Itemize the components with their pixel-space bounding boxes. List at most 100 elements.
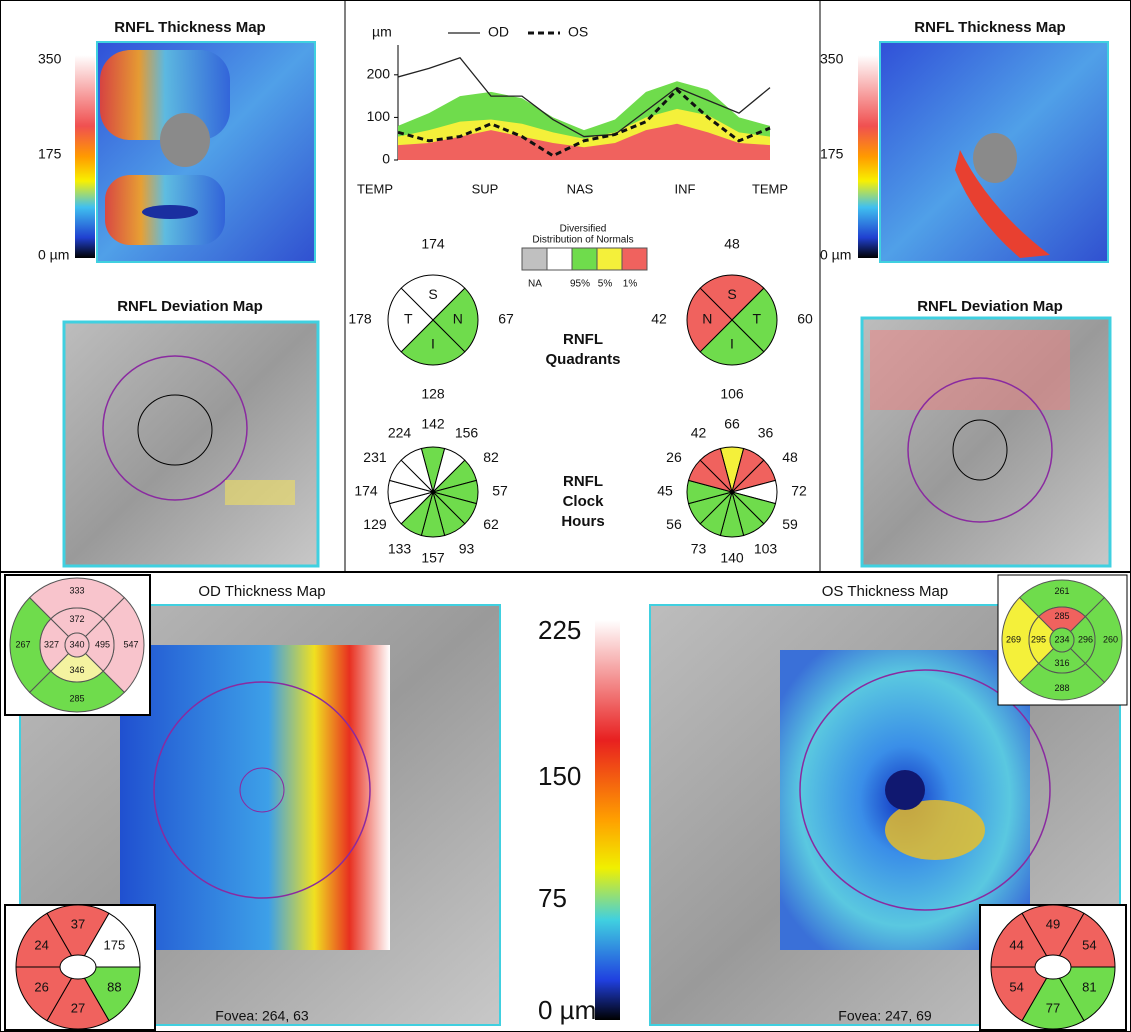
legend-title: Distribution of Normals bbox=[532, 235, 633, 246]
clock-value: 174 bbox=[354, 483, 378, 499]
panel-title: RNFL Deviation Map bbox=[117, 298, 263, 315]
grid-value: 316 bbox=[1054, 658, 1069, 668]
panel-title: OS Thickness Map bbox=[822, 583, 948, 600]
section-label: RNFL bbox=[563, 331, 603, 348]
legend-label: OD bbox=[488, 24, 509, 40]
legend-label: 1% bbox=[623, 279, 638, 290]
section-label: Hours bbox=[561, 513, 604, 530]
quadrant-letter: T bbox=[752, 311, 761, 327]
legend-box bbox=[522, 248, 547, 270]
quadrant-value: 128 bbox=[421, 386, 445, 402]
map-feature bbox=[142, 205, 198, 219]
grid-value: 346 bbox=[69, 665, 84, 675]
legend-box bbox=[572, 248, 597, 270]
color-scale bbox=[858, 55, 878, 258]
scale-label: 225 bbox=[538, 615, 581, 645]
sector-hole bbox=[60, 955, 96, 979]
quadrant-letter: I bbox=[431, 335, 435, 351]
sector-value: 175 bbox=[104, 937, 126, 952]
x-label: SUP bbox=[472, 181, 499, 196]
quadrant-value: 106 bbox=[720, 386, 744, 402]
legend-label: 5% bbox=[598, 279, 613, 290]
scale-label: 0 µm bbox=[820, 247, 851, 263]
grid-value: 333 bbox=[69, 585, 84, 595]
section-label: Clock bbox=[563, 493, 605, 510]
sector-value: 54 bbox=[1082, 937, 1096, 952]
legend-label: 95% bbox=[570, 279, 590, 290]
fovea-spot bbox=[885, 770, 925, 810]
scale-label: 175 bbox=[38, 146, 62, 162]
clock-value: 224 bbox=[388, 425, 412, 441]
quadrant-letter: I bbox=[730, 335, 734, 351]
y-tick-label: 100 bbox=[367, 108, 391, 124]
scale-label: 350 bbox=[38, 51, 62, 67]
grid-value: 234 bbox=[1054, 634, 1069, 644]
grid-value: 269 bbox=[1006, 634, 1021, 644]
legend-title: Diversified bbox=[560, 224, 607, 235]
deviation-map-image bbox=[64, 322, 318, 566]
grid-value: 547 bbox=[123, 639, 138, 649]
scale-label: 0 µm bbox=[538, 995, 596, 1025]
grid-value: 288 bbox=[1054, 683, 1069, 693]
grid-value: 261 bbox=[1054, 586, 1069, 596]
section-label: RNFL bbox=[563, 473, 603, 490]
sector-value: 81 bbox=[1082, 979, 1096, 994]
sector-value: 88 bbox=[107, 979, 121, 994]
legend-box bbox=[622, 248, 647, 270]
clock-value: 62 bbox=[483, 516, 499, 532]
clock-value: 140 bbox=[720, 550, 744, 566]
clock-value: 42 bbox=[691, 425, 707, 441]
scale-label: 0 µm bbox=[38, 247, 69, 263]
sector-value: 44 bbox=[1009, 937, 1023, 952]
fovea-label: Fovea: 264, 63 bbox=[215, 1008, 309, 1024]
quadrant-value: 178 bbox=[348, 311, 372, 327]
scale-label: 75 bbox=[538, 883, 567, 913]
optic-disc bbox=[160, 113, 210, 167]
legend-box bbox=[547, 248, 572, 270]
sector-value: 37 bbox=[71, 916, 85, 931]
unit-label: µm bbox=[372, 24, 392, 40]
quadrant-value: 67 bbox=[498, 311, 514, 327]
clock-value: 45 bbox=[657, 483, 673, 499]
clock-value: 129 bbox=[363, 516, 387, 532]
scale-label: 350 bbox=[820, 51, 844, 67]
clock-value: 72 bbox=[791, 483, 807, 499]
sector-value: 24 bbox=[34, 937, 48, 952]
sector-value: 49 bbox=[1046, 916, 1060, 931]
sector-value: 54 bbox=[1009, 979, 1023, 994]
clock-value: 26 bbox=[666, 449, 682, 465]
y-tick-label: 200 bbox=[367, 66, 391, 82]
clock-value: 93 bbox=[459, 541, 475, 557]
quadrant-letter: N bbox=[453, 311, 463, 327]
clock-value: 103 bbox=[754, 541, 778, 557]
grid-value: 372 bbox=[69, 614, 84, 624]
clock-value: 73 bbox=[691, 541, 707, 557]
quadrant-letter: S bbox=[428, 286, 437, 302]
grid-value: 327 bbox=[44, 639, 59, 649]
deviation-area bbox=[870, 330, 1070, 410]
deviation-area bbox=[225, 480, 295, 505]
optic-disc bbox=[973, 133, 1017, 183]
grid-value: 295 bbox=[1031, 634, 1046, 644]
clock-value: 48 bbox=[782, 449, 798, 465]
x-label: NAS bbox=[567, 181, 594, 196]
panel-title: RNFL Thickness Map bbox=[914, 19, 1065, 36]
report: RNFL Thickness Map RNFL Deviation Map 350 1… bbox=[0, 0, 1131, 1032]
od-thickness-image bbox=[120, 645, 390, 950]
clock-value: 66 bbox=[724, 416, 740, 432]
color-scale bbox=[75, 55, 95, 258]
y-tick-label: 0 bbox=[382, 151, 390, 167]
x-label: TEMP bbox=[752, 181, 788, 196]
quadrant-value: 60 bbox=[797, 311, 813, 327]
quadrant-value: 174 bbox=[421, 236, 445, 252]
grid-value: 340 bbox=[69, 639, 84, 649]
fovea-label: Fovea: 247, 69 bbox=[838, 1008, 932, 1024]
quadrant-letter: N bbox=[702, 311, 712, 327]
x-label: INF bbox=[675, 181, 696, 196]
legend-label: NA bbox=[528, 279, 542, 290]
quadrant-letter: T bbox=[404, 311, 413, 327]
grid-value: 296 bbox=[1078, 634, 1093, 644]
section-label: Quadrants bbox=[545, 351, 620, 368]
clock-value: 36 bbox=[758, 425, 774, 441]
panel-title: OD Thickness Map bbox=[198, 583, 325, 600]
